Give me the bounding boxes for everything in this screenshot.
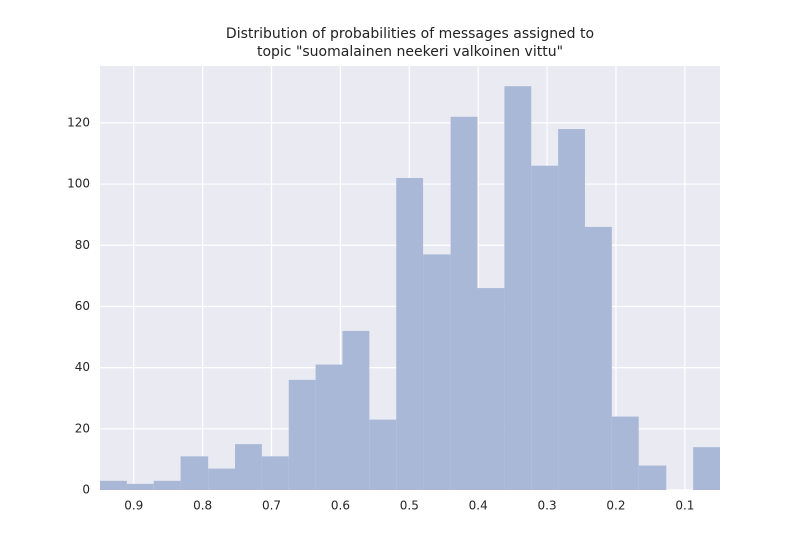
bar — [477, 288, 505, 490]
x-tick-label: 0.5 — [400, 499, 419, 513]
y-tick-label: 80 — [75, 238, 90, 252]
bar — [235, 444, 262, 490]
bar — [396, 177, 424, 490]
bar — [531, 165, 559, 491]
x-tick-label: 0.3 — [538, 499, 557, 513]
bar — [558, 129, 585, 491]
bar — [261, 456, 289, 490]
bar — [180, 456, 209, 490]
y-tick-label: 60 — [75, 299, 90, 313]
x-tick-label: 0.4 — [469, 499, 488, 513]
y-tick-label: 120 — [67, 115, 90, 129]
bar — [288, 379, 316, 490]
x-tick-label: 0.1 — [675, 499, 694, 513]
bar — [100, 480, 127, 490]
bar — [638, 465, 667, 490]
bar — [504, 86, 532, 490]
bar — [315, 364, 343, 490]
x-tick-label: 0.7 — [262, 499, 281, 513]
bar — [423, 254, 451, 490]
chart-title: Distribution of probabilities of message… — [226, 26, 594, 42]
x-tick-label: 0.6 — [331, 499, 350, 513]
bar — [693, 447, 720, 490]
bar — [126, 483, 154, 490]
x-tick-label: 0.9 — [124, 499, 143, 513]
bar — [369, 419, 397, 490]
y-tick-label: 20 — [75, 421, 90, 435]
chart-title: topic "suomalainen neekeri valkoinen vit… — [257, 44, 563, 60]
bar — [153, 480, 181, 490]
y-tick-label: 100 — [67, 177, 90, 191]
x-tick-label: 0.8 — [193, 499, 212, 513]
bar — [342, 330, 370, 490]
y-tick-label: 40 — [75, 360, 90, 374]
bar — [450, 116, 478, 490]
x-tick-label: 0.2 — [606, 499, 625, 513]
bar — [584, 226, 612, 490]
y-tick-label: 0 — [82, 483, 90, 497]
bar — [611, 416, 639, 490]
bar — [208, 468, 236, 490]
